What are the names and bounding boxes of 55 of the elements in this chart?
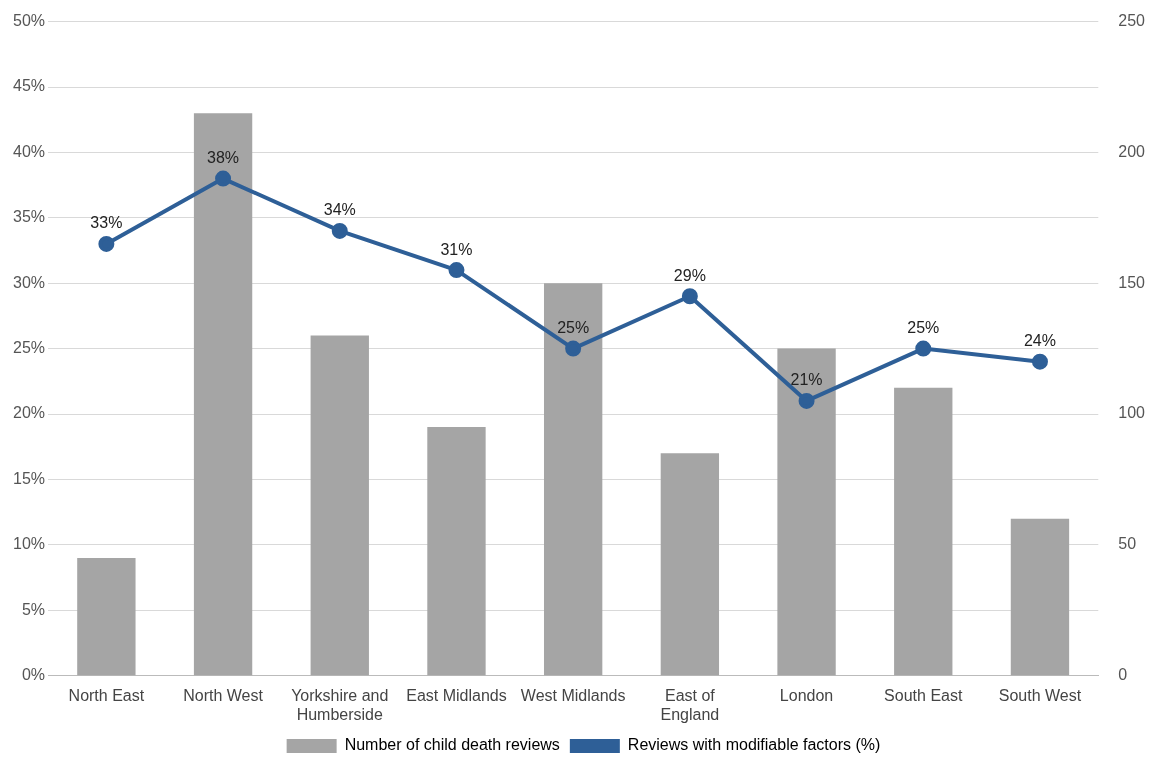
point xyxy=(915,340,932,357)
y-tick-label: 0% xyxy=(21,666,46,684)
y-tick-label: 45% xyxy=(12,77,46,95)
x-tick-label: North West xyxy=(183,686,264,704)
point xyxy=(798,392,815,409)
point xyxy=(98,235,115,252)
y-tick-label: 15% xyxy=(12,469,46,487)
legend-label: Reviews with modifiable factors (%) xyxy=(627,736,881,754)
x-tick-label: West Midlands xyxy=(520,686,626,704)
bar xyxy=(1010,518,1070,676)
bar xyxy=(660,453,720,676)
data-label: 31% xyxy=(440,240,473,258)
y-tick-label: 35% xyxy=(12,208,46,226)
data-label: 33% xyxy=(90,214,123,232)
data-label: 25% xyxy=(907,319,940,337)
y2-tick-label: 200 xyxy=(1118,142,1146,160)
data-label: 24% xyxy=(1023,332,1056,350)
y2-tick-label: 150 xyxy=(1118,273,1146,291)
x-tick-label: Yorkshire and Humberside xyxy=(291,686,389,723)
point xyxy=(1031,353,1048,370)
data-label: 29% xyxy=(673,266,706,284)
x-tick-label: East of England xyxy=(660,686,720,723)
y-tick-label: 5% xyxy=(21,600,46,618)
bar xyxy=(543,283,603,676)
data-label: 25% xyxy=(557,319,590,337)
y-tick-label: 20% xyxy=(12,404,46,422)
bar xyxy=(894,387,953,676)
data-label: 34% xyxy=(323,201,356,219)
x-tick-label: London xyxy=(779,686,834,704)
y-tick-label: 25% xyxy=(12,339,46,357)
point xyxy=(215,170,232,187)
y2-tick-label: 50 xyxy=(1118,535,1137,553)
y2-tick-label: 0 xyxy=(1118,666,1128,684)
y-tick-label: 10% xyxy=(12,535,46,553)
bar xyxy=(193,113,253,676)
x-tick-label: South East xyxy=(884,686,963,704)
legend-label: Number of child death reviews xyxy=(344,736,560,754)
point xyxy=(565,340,582,357)
y-tick-label: 50% xyxy=(12,12,46,30)
y2-tick-label: 100 xyxy=(1118,404,1146,422)
data-label: 38% xyxy=(207,148,240,166)
y-tick-label: 40% xyxy=(12,142,46,160)
bar xyxy=(777,348,836,676)
y2-tick-label: 250 xyxy=(1118,12,1146,30)
bar xyxy=(77,557,136,676)
x-tick-label: North East xyxy=(68,686,145,704)
point xyxy=(681,288,698,305)
y-tick-label: 30% xyxy=(12,273,46,291)
bar xyxy=(310,335,369,676)
bar xyxy=(427,427,486,676)
point xyxy=(448,262,465,279)
point xyxy=(331,222,348,239)
x-tick-label: East Midlands xyxy=(406,686,507,704)
x-tick-label: South West xyxy=(998,686,1082,704)
data-label: 21% xyxy=(790,371,823,389)
